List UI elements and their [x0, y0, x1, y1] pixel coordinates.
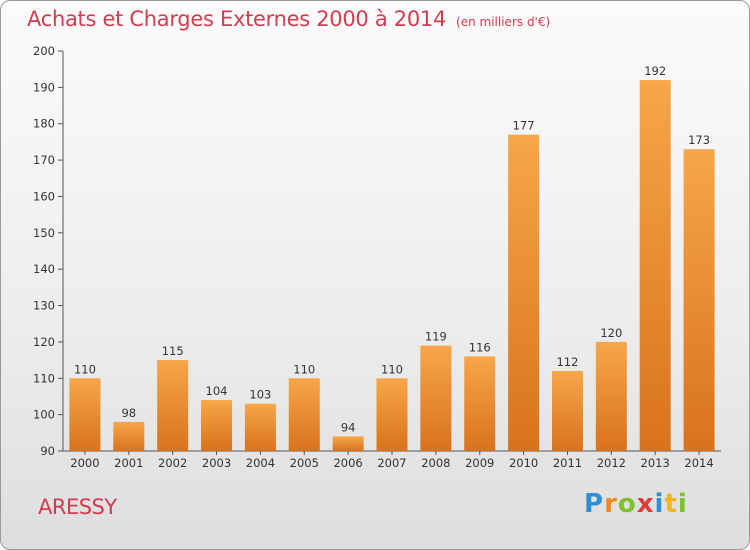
bar-value-label: 173: [688, 133, 710, 147]
bar-value-label: 110: [74, 362, 96, 376]
bar-2007: [376, 378, 408, 451]
x-category-label: 2001: [114, 456, 143, 470]
bar-value-label: 104: [206, 384, 228, 398]
x-category-label: 2006: [333, 456, 362, 470]
bar-value-label: 119: [425, 330, 447, 344]
bar-2002: [157, 360, 189, 451]
y-tick-label: 140: [33, 262, 55, 276]
bar-value-label: 103: [249, 388, 271, 402]
bar-value-label: 177: [513, 119, 535, 133]
x-category-label: 2004: [246, 456, 275, 470]
x-category-label: 2003: [202, 456, 231, 470]
title-row: Achats et Charges Externes 2000 à 2014 (e…: [27, 7, 550, 31]
bar-value-label: 112: [556, 355, 578, 369]
y-tick-label: 200: [33, 44, 55, 58]
proxiti-logo: Proxiti: [584, 489, 688, 519]
chart-unit-note: (en milliers d'€): [456, 15, 551, 29]
x-category-label: 2014: [684, 456, 713, 470]
bar-2013: [639, 80, 671, 451]
y-tick-label: 100: [33, 408, 55, 422]
bar-value-label: 98: [121, 406, 136, 420]
x-axis: 2000 2001 2002 2003 2004 2005 2006 2007 2008 2009…: [70, 451, 714, 470]
x-category-label: 2005: [290, 456, 319, 470]
x-category-label: 2007: [377, 456, 406, 470]
y-tick-label: 120: [33, 335, 55, 349]
bar-value-label: 116: [469, 340, 491, 354]
y-tick-label: 170: [33, 153, 55, 167]
bar-2012: [595, 341, 627, 451]
commune-name: ARESSY: [38, 495, 117, 519]
y-tick-label: 160: [33, 189, 55, 203]
bar-2004: [244, 403, 276, 451]
bar-2008: [420, 345, 452, 451]
bar-value-label: 110: [381, 362, 403, 376]
bar-2006: [332, 436, 364, 451]
bar-value-label: 120: [600, 326, 622, 340]
x-category-label: 2008: [421, 456, 450, 470]
bar-value-label: 110: [293, 362, 315, 376]
bar-2000: [69, 378, 101, 451]
x-category-label: 2011: [553, 456, 582, 470]
bar-value-label: 115: [162, 344, 184, 358]
y-tick-label: 190: [33, 80, 55, 94]
bar-2009: [464, 356, 496, 451]
bar-value-label: 94: [341, 420, 356, 434]
x-category-label: 2012: [597, 456, 626, 470]
y-tick-label: 130: [33, 299, 55, 313]
x-category-label: 2013: [641, 456, 670, 470]
y-axis: 90 100 110 120 130 140 150 160 170 180 190 200: [33, 44, 721, 458]
bar-value-label: 192: [644, 64, 666, 78]
x-category-label: 2009: [465, 456, 494, 470]
bar-2001: [113, 421, 145, 451]
bar-2003: [201, 400, 233, 451]
chart-title: Achats et Charges Externes 2000 à 2014: [27, 7, 447, 31]
bar-2011: [551, 371, 583, 451]
bar-2005: [288, 378, 320, 451]
x-category-label: 2010: [509, 456, 538, 470]
x-category-label: 2000: [70, 456, 99, 470]
x-category-label: 2002: [158, 456, 187, 470]
bars: 110 98 115 104 103 110 94 110 119 116 177 112 120 192…: [69, 64, 715, 452]
y-tick-label: 180: [33, 117, 55, 131]
y-tick-label: 110: [33, 371, 55, 385]
bar-2014: [683, 149, 715, 451]
y-tick-label: 150: [33, 226, 55, 240]
y-tick-label: 90: [40, 444, 55, 458]
bar-2010: [508, 134, 540, 452]
